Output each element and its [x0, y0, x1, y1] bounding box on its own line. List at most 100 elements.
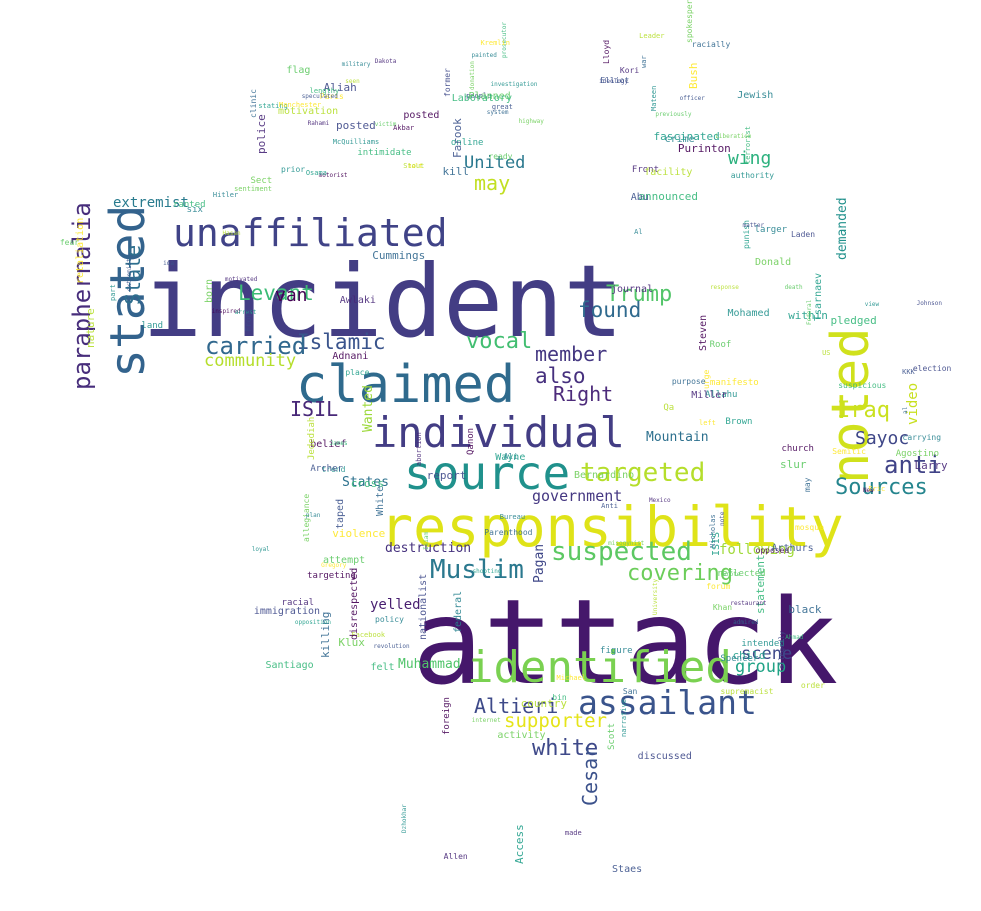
cloud-word-small: Dzhokhar — [400, 804, 408, 834]
cloud-word-small: purpose — [671, 376, 706, 386]
cloud-word-small: Abu — [630, 191, 649, 203]
cloud-word-small: Bureau — [499, 513, 526, 522]
cloud-word-small: matter — [742, 221, 765, 229]
cloud-word-small: Arthurs — [771, 543, 814, 555]
cloud-word-small: Lloyd — [602, 39, 612, 64]
cloud-word-small: revolution — [373, 642, 410, 650]
cloud-word-small: reflected — [716, 569, 766, 580]
cloud-word-small: painted — [471, 51, 497, 59]
cloud-word-small: announced — [638, 189, 699, 203]
cloud-word: scene — [741, 644, 793, 664]
cloud-word: Right — [553, 382, 614, 406]
cloud-word-small: donation — [468, 61, 476, 90]
cloud-word-small: Stout — [403, 162, 425, 171]
cloud-word-small: Parenthood — [484, 527, 533, 537]
cloud-word-small: activity — [497, 729, 546, 741]
cloud-word-small: misogynist — [608, 540, 645, 548]
cloud-word: assailant — [578, 683, 757, 722]
cloud-word-small: Allahu — [704, 389, 738, 400]
cloud-word-small: plan — [305, 511, 321, 519]
cloud-word-small: Staes — [612, 864, 643, 876]
cloud-word-small: investigation — [490, 80, 538, 88]
cloud-word-small: Miller — [691, 390, 728, 402]
cloud-word-small: arrest — [234, 309, 257, 317]
cloud-word-small: Planned — [468, 91, 511, 103]
cloud-word-small: people — [466, 92, 492, 101]
cloud-word-small: felt — [370, 662, 395, 674]
cloud-word-small: Jewish — [737, 89, 774, 101]
cloud-word-small: police — [254, 114, 268, 155]
cloud-word-small: prior — [281, 165, 306, 175]
cloud-word: Levant — [238, 281, 314, 305]
cloud-word-small: Dakota — [374, 57, 397, 65]
cloud-word-small: Adnani — [332, 350, 369, 362]
cloud-word-small: speculated — [301, 93, 338, 101]
cloud-word-small: Archer — [310, 463, 343, 474]
cloud-word: anti — [884, 451, 942, 479]
cloud-word-small: intended — [741, 638, 785, 649]
cloud-word-small: made — [564, 828, 582, 837]
cloud-word-small: pledged — [830, 314, 877, 328]
cloud-word-small: Eric — [868, 484, 886, 493]
cloud-word-small: internet — [471, 717, 501, 725]
cloud-word-small: shooting — [472, 567, 502, 575]
cloud-word-small: extremist — [125, 258, 133, 292]
cloud-word: claimed — [296, 355, 516, 415]
cloud-word-small: Michael — [556, 673, 587, 682]
cloud-word-small: forum — [706, 581, 731, 591]
cloud-word: source — [404, 446, 571, 500]
cloud-word-small: online — [450, 137, 484, 148]
cloud-word: Mountain — [646, 430, 709, 445]
cloud-word-small: Jedediah — [307, 416, 318, 461]
cloud-word-small: land — [141, 321, 164, 332]
cloud-word-small: crime — [664, 134, 695, 146]
cloud-word-small: McQuilliams — [332, 137, 380, 146]
cloud-word: incident — [142, 243, 624, 360]
cloud-word-small: James — [329, 439, 348, 447]
cloud-word-small: Qa — [663, 402, 675, 413]
cloud-word-small: highway — [518, 117, 544, 125]
cloud-word-small: Spencer — [720, 654, 759, 665]
cloud-word-small: lengthy — [309, 86, 340, 95]
cloud-word: Cesar — [578, 745, 602, 806]
cloud-word-small: Kremlin — [480, 39, 510, 48]
cloud-word-small: slur — [780, 457, 807, 471]
cloud-word-small: cross — [350, 476, 384, 490]
cloud-word: Altieri — [474, 694, 559, 718]
cloud-word-small: suspicious — [838, 380, 887, 390]
cloud-word-small: KKK — [902, 367, 915, 376]
cloud-word-small: Klux — [338, 636, 365, 650]
cloud-word-small: spokesperson — [685, 0, 695, 43]
cloud-word: government — [532, 487, 623, 505]
cloud-word-small: loyal — [251, 545, 270, 553]
cloud-word: Trump — [606, 282, 673, 307]
cloud-word: group — [735, 657, 787, 677]
cloud-word: community — [204, 351, 297, 371]
cloud-word-small: Kori — [619, 65, 640, 75]
cloud-word-small: within — [788, 309, 828, 322]
cloud-word-small: restaurant — [730, 599, 767, 607]
cloud-word-small: White — [375, 485, 387, 516]
cloud-word-small: Akbar — [393, 124, 415, 133]
cloud-word-small: part — [109, 284, 118, 302]
cloud-word-small: motivated — [224, 275, 258, 283]
cloud-word-small: supremacist — [720, 686, 774, 696]
cloud-word: Sayoc — [855, 428, 910, 449]
cloud-word-small: larger — [754, 225, 788, 236]
cloud-word-small: may — [802, 477, 812, 493]
cloud-word-small: Steven — [697, 315, 709, 352]
cloud-word-small: Santiago — [265, 659, 314, 671]
cloud-word-small: Qanon — [466, 428, 477, 456]
cloud-word-small: fascinated — [653, 129, 720, 143]
cloud-word-small: targeting — [307, 570, 356, 581]
cloud-word-small: Gregory — [321, 561, 347, 569]
cloud-word-small: policy — [375, 614, 404, 624]
cloud-word-small: Cummings — [372, 248, 426, 262]
cloud-word-small: Hasan — [222, 230, 241, 238]
cloud-word-small: al — [902, 406, 910, 414]
cloud-word-small: stating — [258, 101, 288, 110]
cloud-word: covering — [627, 561, 733, 586]
cloud-word-small: Osama — [305, 169, 327, 178]
cloud-word-small: Hitler — [212, 190, 239, 199]
cloud-word-small: Anti — [601, 502, 618, 511]
